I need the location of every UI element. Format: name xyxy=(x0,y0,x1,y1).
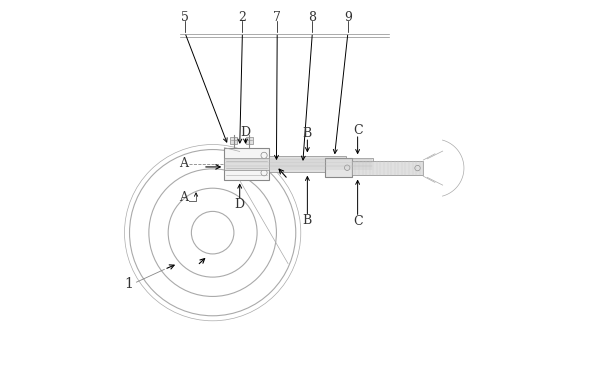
Text: 5: 5 xyxy=(181,11,189,24)
Text: A: A xyxy=(179,157,188,170)
Bar xyxy=(352,161,423,175)
Text: C: C xyxy=(353,215,362,228)
Bar xyxy=(246,137,253,144)
Bar xyxy=(269,156,346,171)
Text: D: D xyxy=(235,198,245,211)
Text: D: D xyxy=(240,126,251,139)
Bar xyxy=(325,158,352,177)
Bar xyxy=(231,137,237,144)
Bar xyxy=(224,147,269,180)
Bar xyxy=(224,158,373,170)
Text: B: B xyxy=(303,214,312,227)
Text: 1: 1 xyxy=(124,277,133,291)
Text: A: A xyxy=(179,191,188,204)
Text: 8: 8 xyxy=(308,11,316,24)
Text: B: B xyxy=(303,127,312,140)
Text: 7: 7 xyxy=(273,11,281,24)
Text: 9: 9 xyxy=(344,11,352,24)
Text: C: C xyxy=(353,124,362,137)
Text: 2: 2 xyxy=(239,11,246,24)
